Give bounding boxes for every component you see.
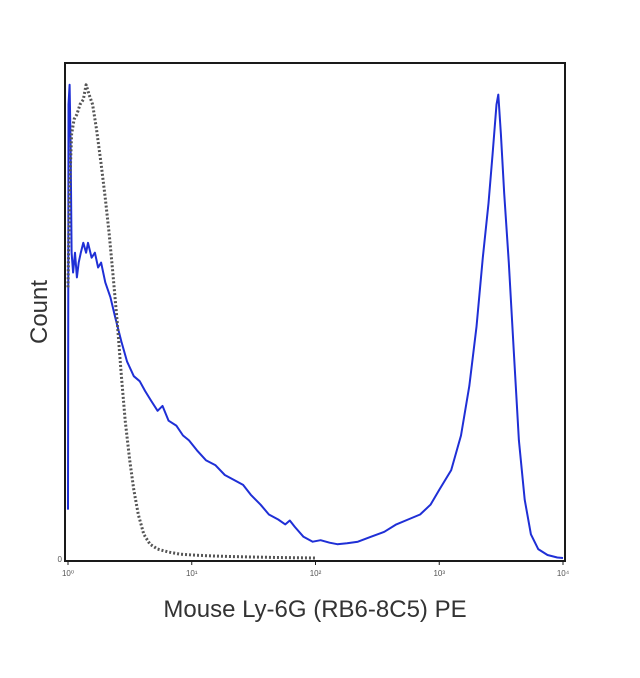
x-tick-label: 10⁴ [557,569,570,578]
y-tick-label: 0 [58,555,63,564]
x-tick-label: 10² [310,569,322,578]
tick-layer: 10⁰ 10¹ 10² 10³ 10⁴ 0 [58,555,570,578]
x-tick-label: 10³ [433,569,445,578]
y-axis-title: Count [26,280,53,344]
series-line-dotted [66,83,316,560]
x-axis-title: Mouse Ly-6G (RB6-8C5) PE [163,596,466,623]
series-layer [66,83,564,560]
series-line-solid [67,83,564,559]
x-tick-label: 10⁰ [62,569,74,578]
plot-frame [64,62,566,562]
x-tick-label: 10¹ [186,569,198,578]
